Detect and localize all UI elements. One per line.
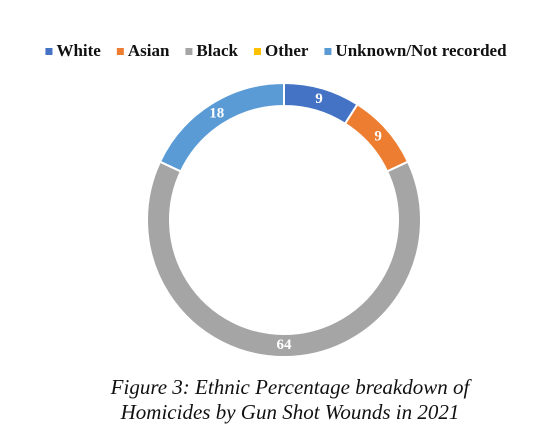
donut: 9 9 64 18 [146, 81, 422, 358]
legend-swatch [45, 48, 53, 55]
legend-label: Unknown/Not recorded [335, 41, 507, 60]
legend: White Asian Black Other Unknown/Not recorded [45, 41, 507, 60]
donut-segment [146, 160, 422, 358]
caption: Figure 3: Ethnic Percentage breakdown of [110, 375, 473, 399]
caption: Homicides by Gun Shot Wounds in 2021 [120, 400, 460, 424]
donut-segment [158, 81, 285, 173]
data-label: 9 [315, 91, 323, 107]
legend-label: Asian [128, 41, 170, 60]
legend-swatch [116, 48, 124, 55]
legend-swatch [253, 48, 261, 55]
data-label: 9 [374, 128, 382, 144]
legend-label: Black [196, 41, 238, 60]
legend-swatch [185, 48, 193, 55]
data-label: 18 [209, 105, 224, 121]
legend-label: Other [265, 41, 309, 60]
legend-swatch [324, 48, 332, 55]
data-label: 64 [277, 337, 293, 353]
legend-label: White [56, 41, 101, 60]
